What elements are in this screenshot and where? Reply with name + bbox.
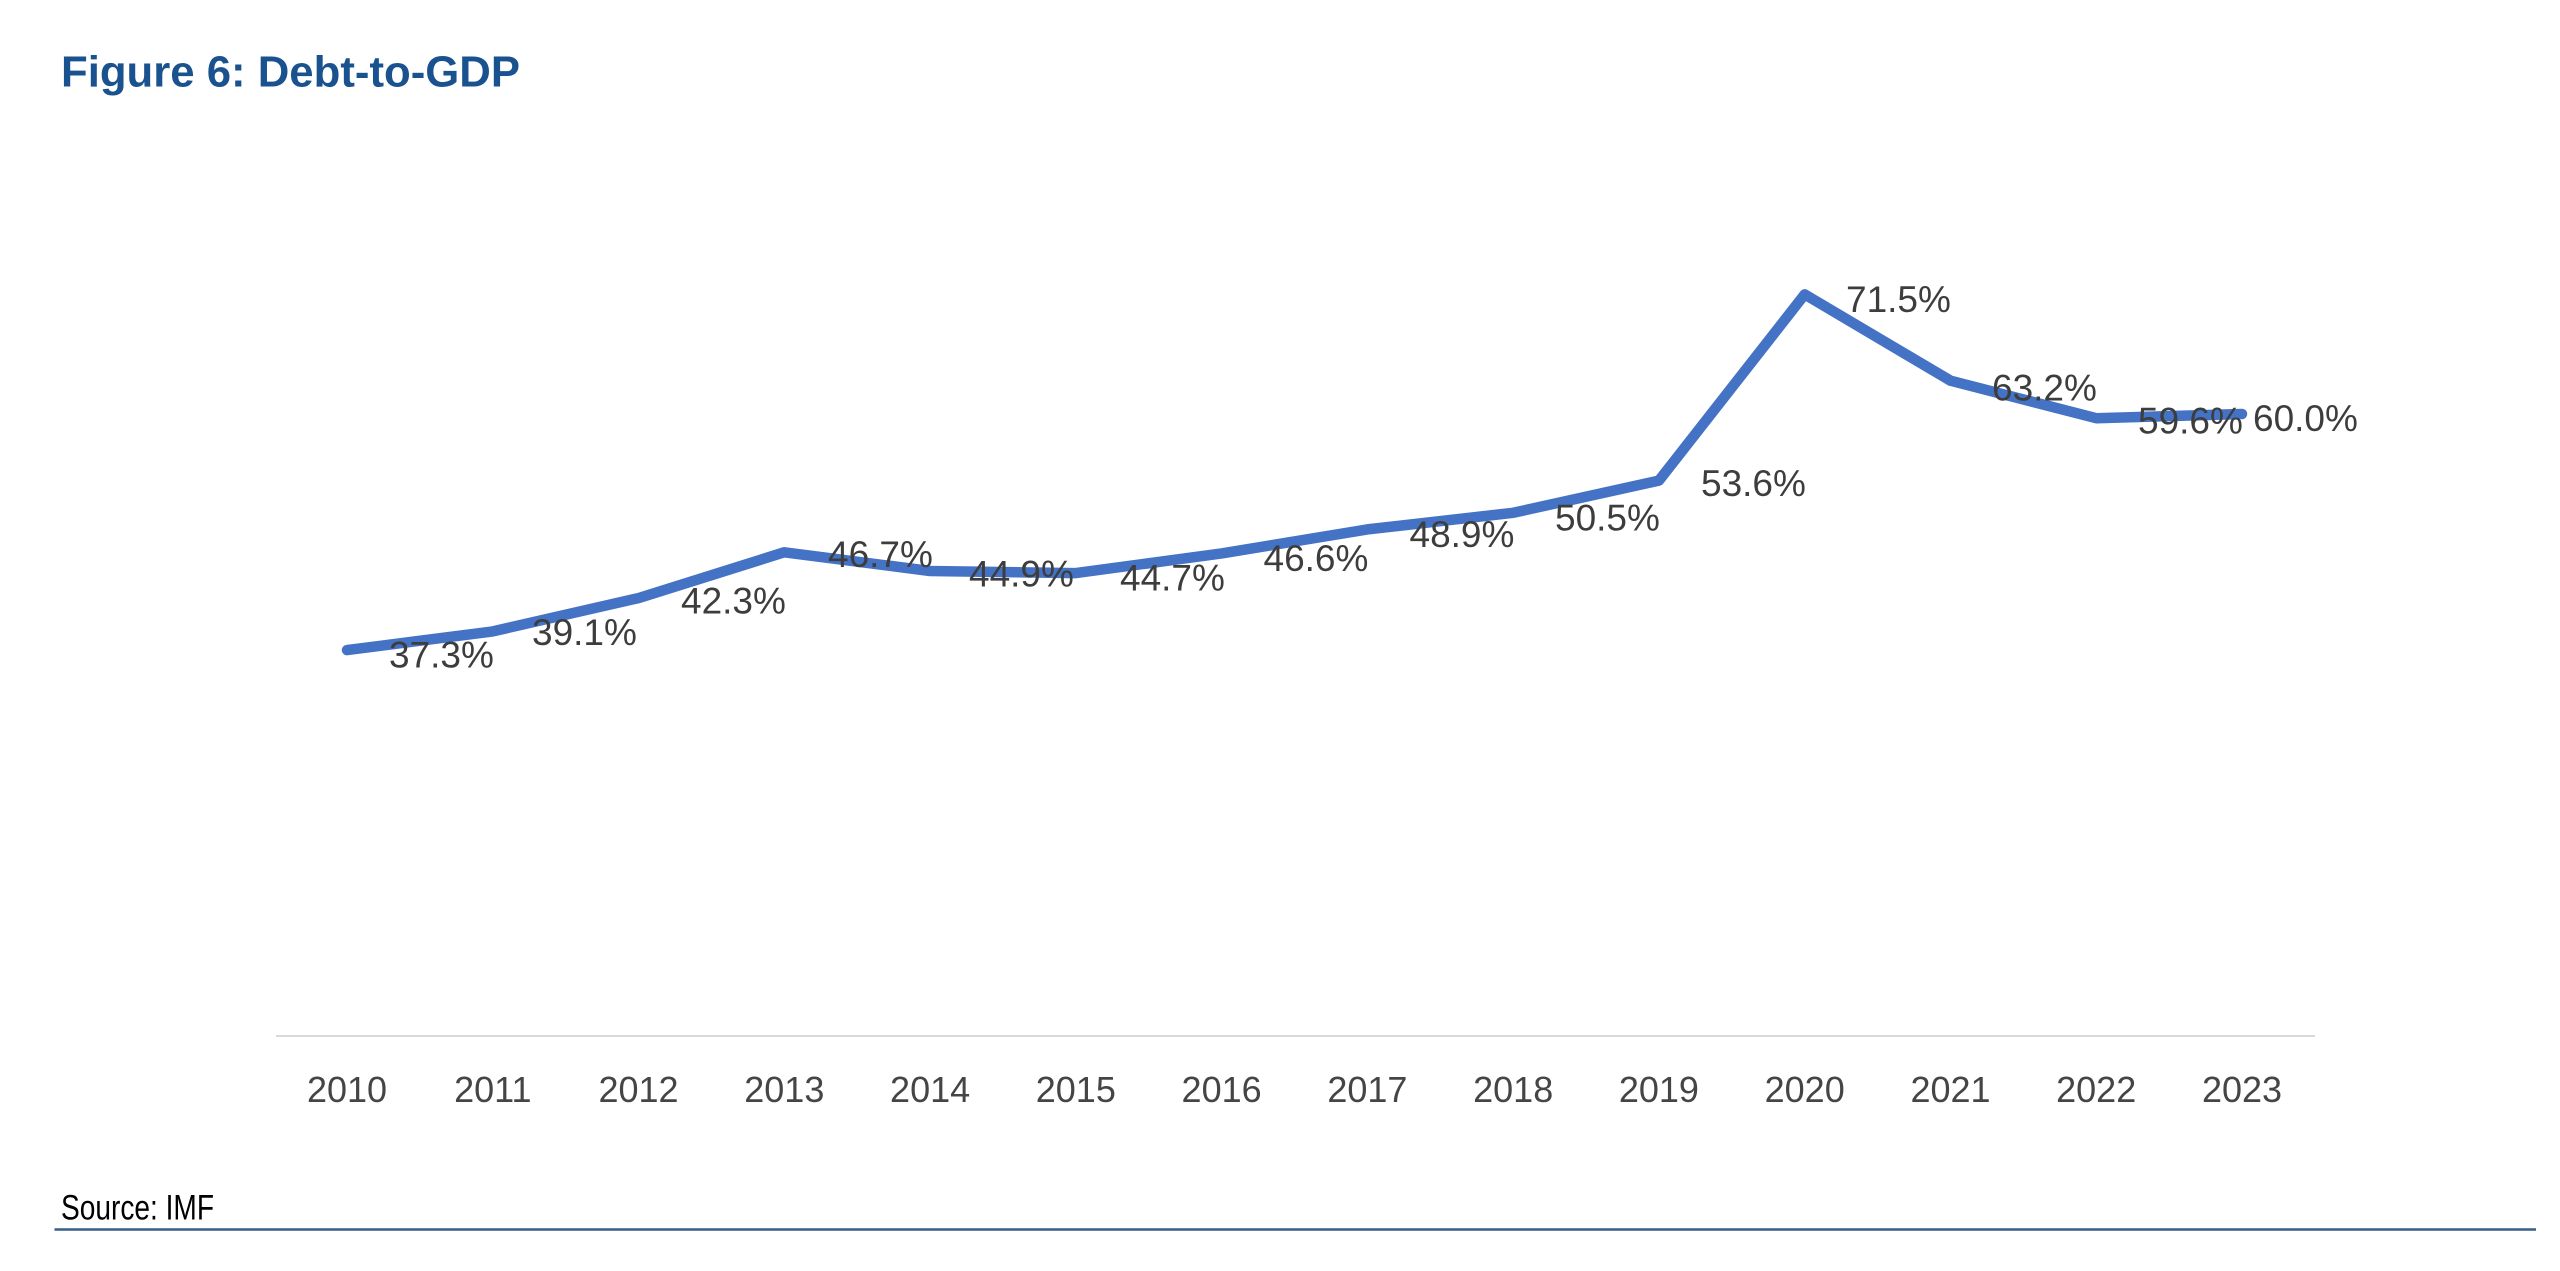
svg-text:60.0%: 60.0% — [2253, 398, 2358, 439]
svg-text:2014: 2014 — [890, 1069, 970, 1110]
svg-text:Figure 6: Debt-to-GDP: Figure 6: Debt-to-GDP — [61, 48, 520, 97]
svg-text:48.9%: 48.9% — [1410, 514, 1515, 555]
svg-text:2019: 2019 — [1619, 1069, 1699, 1110]
svg-text:2013: 2013 — [744, 1069, 824, 1110]
svg-text:39.1%: 39.1% — [532, 612, 637, 653]
svg-text:63.2%: 63.2% — [1992, 368, 2097, 409]
svg-text:2012: 2012 — [598, 1069, 678, 1110]
svg-text:2010: 2010 — [307, 1069, 387, 1110]
svg-text:44.7%: 44.7% — [1120, 558, 1225, 599]
svg-text:59.6%: 59.6% — [2138, 401, 2243, 442]
svg-text:53.6%: 53.6% — [1701, 463, 1806, 504]
svg-text:2011: 2011 — [454, 1069, 531, 1110]
svg-text:2018: 2018 — [1473, 1069, 1553, 1110]
svg-text:46.6%: 46.6% — [1264, 538, 1369, 579]
svg-text:2023: 2023 — [2202, 1069, 2282, 1110]
svg-text:46.7%: 46.7% — [828, 534, 933, 575]
svg-text:50.5%: 50.5% — [1555, 498, 1660, 539]
svg-text:2021: 2021 — [1910, 1069, 1990, 1110]
svg-text:2020: 2020 — [1765, 1069, 1845, 1110]
svg-text:2015: 2015 — [1036, 1069, 1116, 1110]
svg-text:2022: 2022 — [2056, 1069, 2136, 1110]
svg-text:2016: 2016 — [1182, 1069, 1262, 1110]
svg-text:71.5%: 71.5% — [1846, 279, 1951, 320]
svg-text:Source: IMF: Source: IMF — [61, 1189, 214, 1228]
svg-text:2017: 2017 — [1327, 1069, 1407, 1110]
svg-text:37.3%: 37.3% — [389, 635, 494, 676]
svg-text:44.9%: 44.9% — [969, 554, 1074, 595]
svg-text:42.3%: 42.3% — [681, 581, 786, 622]
